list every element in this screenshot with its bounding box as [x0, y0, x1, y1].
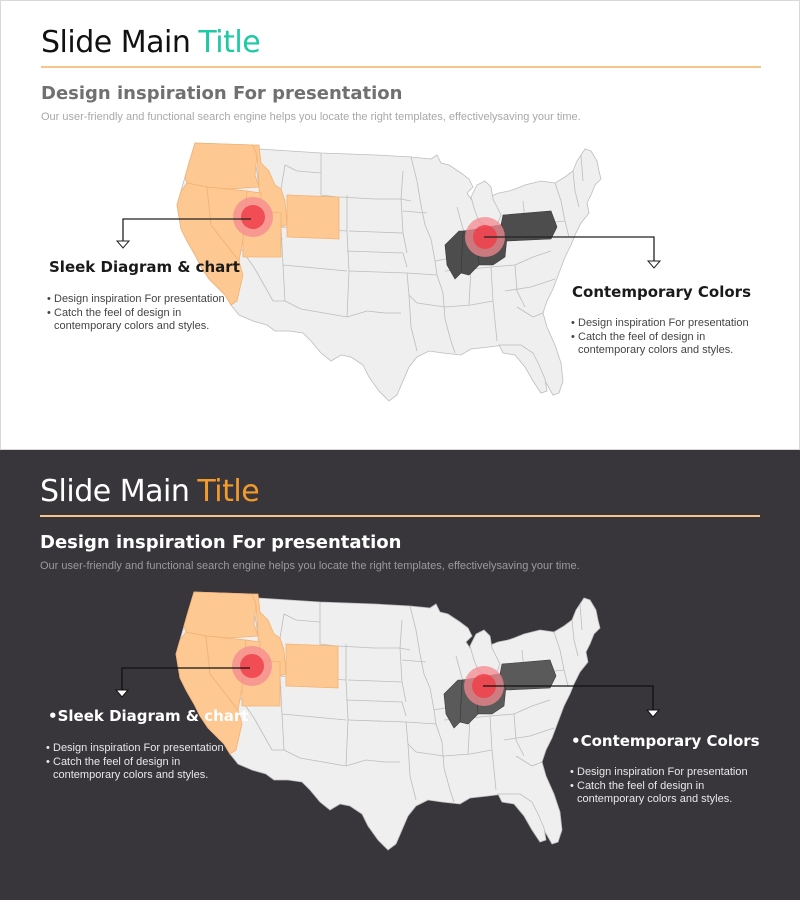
bullet-item: Catch the feel of design in — [46, 756, 224, 770]
callout-right-heading: •Contemporary Colors — [571, 732, 760, 750]
title-divider — [41, 66, 761, 68]
slide-light: Slide Main Title Design inspiration For p… — [0, 0, 800, 450]
marker-west-inner — [241, 205, 265, 229]
title-divider — [40, 515, 760, 517]
marker-east-inner — [473, 225, 497, 249]
callout-right-bullets: Design inspiration For presentation Catc… — [570, 766, 748, 807]
bullet-item: Catch the feel of design in — [47, 307, 225, 321]
slide-dark: Slide Main Title Design inspiration For p… — [0, 450, 800, 900]
bullet-item-continuation: contemporary colors and styles. — [577, 793, 733, 805]
bullet-item: Catch the feel of design in — [570, 780, 748, 794]
bullet-item: Design inspiration For presentation — [47, 293, 225, 307]
marker-west-inner — [240, 654, 264, 678]
callout-left-heading: Sleek Diagram & chart — [49, 258, 240, 276]
wyoming — [285, 643, 339, 689]
slide-title: Slide Main Title — [40, 472, 260, 512]
florida — [497, 793, 547, 843]
bullet-item: Design inspiration For presentation — [571, 317, 749, 331]
slide-description: Our user-friendly and functional search … — [40, 560, 580, 572]
illinois — [443, 679, 463, 729]
bullet-item: Design inspiration For presentation — [570, 766, 748, 780]
bullet-item-continuation: contemporary colors and styles. — [54, 320, 210, 332]
callout-right-bullets: Design inspiration For presentation Catc… — [571, 317, 749, 358]
wyoming — [286, 194, 340, 240]
usa-map — [175, 591, 601, 851]
pennsylvania — [500, 210, 558, 242]
title-main: Slide Main — [41, 25, 191, 60]
florida — [498, 344, 548, 394]
callout-left-bullets: Design inspiration For presentation Catc… — [47, 293, 225, 334]
illinois — [444, 230, 464, 280]
title-accent: Title — [198, 25, 261, 60]
bullet-item-continuation: contemporary colors and styles. — [53, 769, 209, 781]
bullet-item-continuation: contemporary colors and styles. — [578, 344, 734, 356]
usa-map — [176, 142, 602, 402]
callout-right-heading: Contemporary Colors — [572, 283, 752, 301]
arrow-right — [646, 260, 662, 269]
slide-title: Slide Main Title — [41, 23, 261, 63]
arrow-left — [115, 240, 131, 249]
title-main: Slide Main — [40, 474, 190, 509]
slide-description: Our user-friendly and functional search … — [41, 111, 581, 123]
slide-subtitle: Design inspiration For presentation — [40, 532, 402, 553]
arrow-left — [114, 689, 130, 698]
arrow-right — [645, 709, 661, 718]
oregon — [183, 591, 259, 639]
oregon — [184, 142, 260, 190]
marker-east-inner — [472, 674, 496, 698]
callout-left-heading: •Sleek Diagram & chart — [48, 707, 249, 725]
bullet-item: Catch the feel of design in — [571, 331, 749, 345]
pennsylvania — [499, 659, 557, 691]
slide-subtitle: Design inspiration For presentation — [41, 83, 403, 104]
bullet-item: Design inspiration For presentation — [46, 742, 224, 756]
title-accent: Title — [197, 474, 260, 509]
callout-left-bullets: Design inspiration For presentation Catc… — [46, 742, 224, 783]
